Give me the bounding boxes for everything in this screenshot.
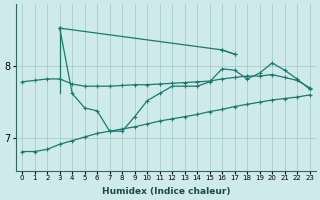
- X-axis label: Humidex (Indice chaleur): Humidex (Indice chaleur): [102, 187, 230, 196]
